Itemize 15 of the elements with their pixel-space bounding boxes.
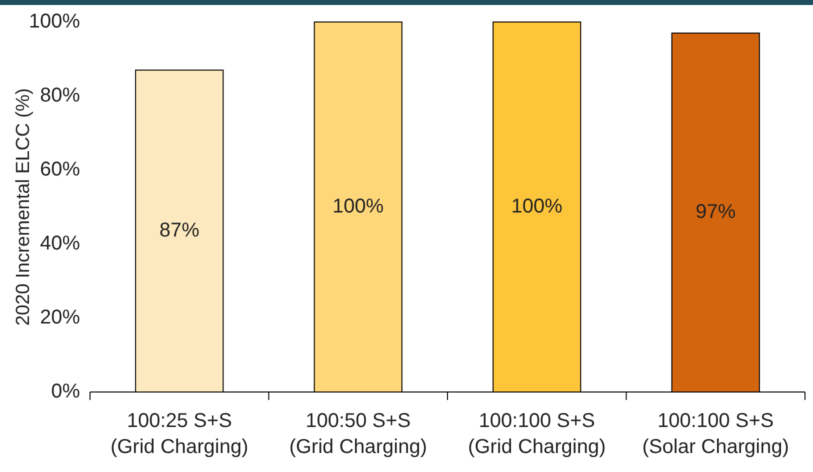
data-label: 87% [159,219,200,242]
y-axis-title: 2020 Incremental ELCC (%) [13,88,34,326]
x-tick-label: 100:100 S+S (Solar Charging) [642,410,789,458]
data-label: 100% [511,195,563,218]
y-tick-label: 80% [40,84,80,106]
y-tick-label: 0% [51,380,80,402]
x-tick-label: 100:25 S+S (Grid Charging) [110,410,248,458]
x-tick-label: 100:100 S+S (Grid Charging) [468,410,606,458]
y-tick-label: 40% [40,232,80,254]
x-tick-label: 100:50 S+S (Grid Charging) [289,410,428,458]
y-tick-label: 20% [40,306,80,328]
data-label: 97% [696,200,736,223]
data-label: 100% [332,195,384,218]
y-tick-label: 60% [40,158,80,180]
y-tick-label: 100% [28,10,80,32]
